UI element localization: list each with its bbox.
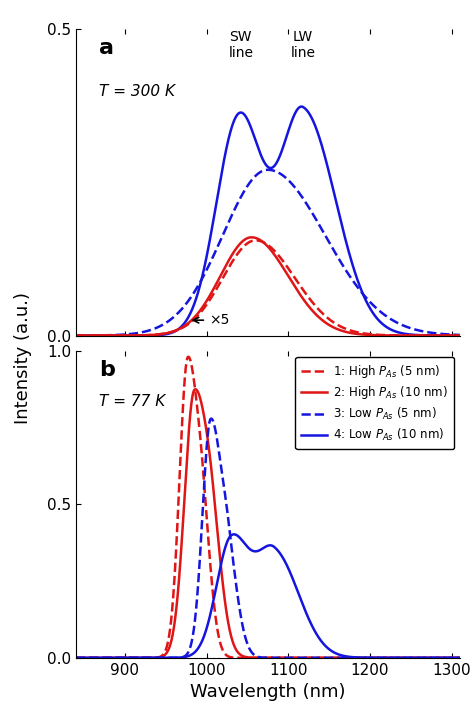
- Text: a: a: [99, 38, 114, 58]
- Text: ×5: ×5: [193, 313, 229, 327]
- Text: SW
line: SW line: [228, 30, 253, 60]
- Text: LW
line: LW line: [291, 30, 315, 60]
- X-axis label: Wavelength (nm): Wavelength (nm): [190, 684, 346, 701]
- Text: T = 300 K: T = 300 K: [99, 84, 175, 99]
- Text: b: b: [99, 360, 115, 380]
- Text: Intensity (a.u.): Intensity (a.u.): [14, 292, 32, 423]
- Text: T = 77 K: T = 77 K: [99, 394, 165, 409]
- Legend: 1: High $P_{As}$ (5 nm), 2: High $P_{As}$ (10 nm), 3: Low $P_{As}$ (5 nm), 4: Lo: 1: High $P_{As}$ (5 nm), 2: High $P_{As}…: [295, 357, 454, 449]
